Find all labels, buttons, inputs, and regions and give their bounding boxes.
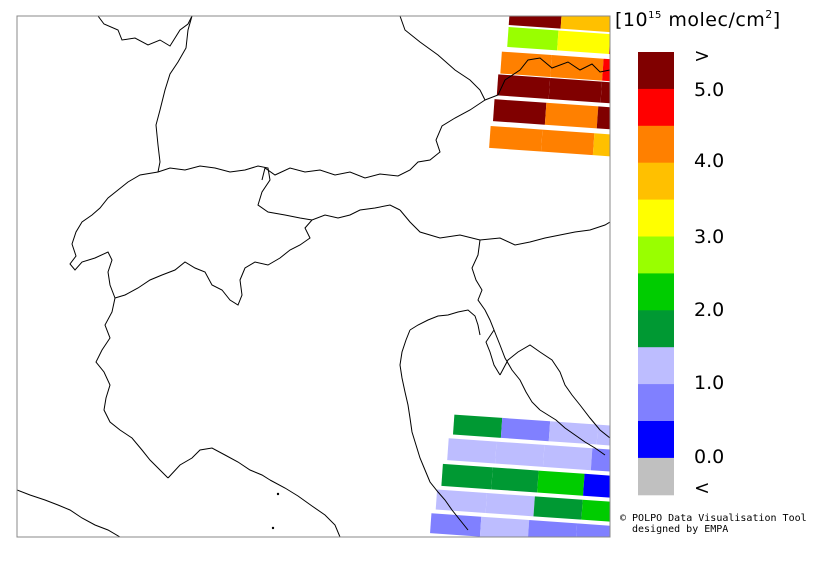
legend-swatch [638,162,674,201]
border-france-switzerland [69,171,159,299]
legend-swatch [638,310,674,348]
border-france-italy [95,297,169,479]
legend-swatch [638,384,674,422]
border-austria-italy [399,209,610,246]
border-czech-austria-east [484,57,610,101]
legend-swatch [638,125,674,164]
island-dot [271,526,275,530]
coast-italy-east [399,329,469,531]
border-italy-slovenia [471,239,501,376]
legend-label-2: 2.0 [694,299,725,321]
legend-color-bar [638,52,674,496]
legend-swatch [638,199,674,237]
credit-line-2: designed by EMPA [632,524,729,535]
border-switzerland-italy [114,219,313,306]
satellite-swath-northeast [489,16,610,157]
legend-swatch [638,236,674,274]
legend-label-3: 3.0 [694,226,725,248]
map-frame [16,15,611,538]
credit-line-1: © POLPO Data Visualisation Tool [620,513,807,524]
legend-swatch [638,52,674,90]
border-france-germany [97,16,193,47]
legend-label-gt: > [694,45,710,67]
legend-swatch [638,273,674,311]
islands-dalmatia [539,409,606,456]
coast-italy-west [269,479,341,537]
legend-label-0: 0.0 [694,446,725,468]
legend-swatch [638,347,674,385]
border-france-germany-south [155,16,193,173]
coast-istria [493,329,541,411]
legend-label-4: 4.0 [694,150,725,172]
border-germany-czech-austria [261,16,486,181]
legend-swatch [638,457,674,496]
coast-adriatic-north [409,309,481,336]
coast-ligurian [167,447,271,481]
coast-croatia [499,344,610,439]
coast-france-south [17,489,121,537]
island-dot [276,492,280,496]
legend-swatch [638,88,674,127]
border-switzerland-north [157,165,401,221]
legend-unit-label: [1015 molec/cm2] [615,8,781,31]
legend-label-lt: < [694,477,710,499]
country-borders [17,16,610,537]
legend-label-1: 1.0 [694,372,725,394]
satellite-swath-southeast [430,414,610,537]
legend-label-5: 5.0 [694,79,725,101]
legend-swatch [638,421,674,459]
